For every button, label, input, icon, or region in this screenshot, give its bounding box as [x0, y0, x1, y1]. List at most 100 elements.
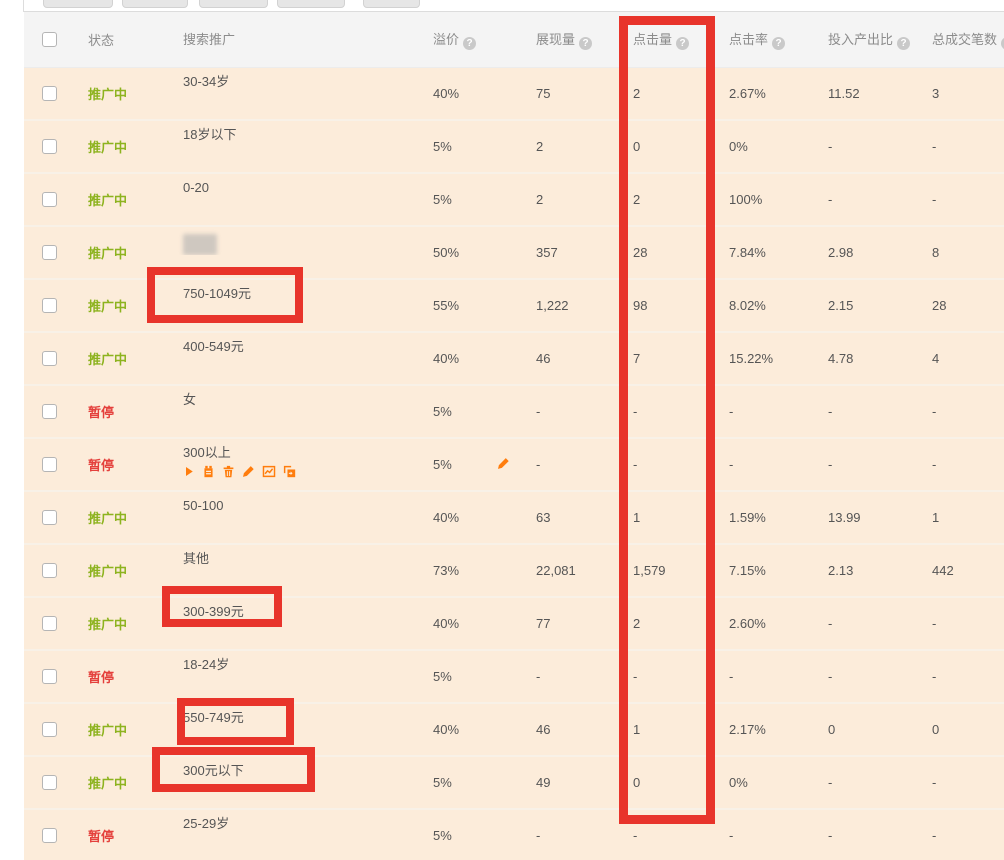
clicks-cell: 1 — [620, 510, 715, 525]
roi-cell: 13.99 — [810, 510, 920, 525]
row-checkbox[interactable] — [42, 86, 57, 101]
impressions-cell: 1,222 — [520, 298, 620, 313]
status-cell: 推广中 — [75, 137, 160, 156]
status-cell: 推广中 — [75, 349, 160, 368]
impressions-cell: 357 — [520, 245, 620, 260]
row-checkbox[interactable] — [42, 510, 57, 525]
header-promo-label: 搜索推广 — [183, 31, 236, 47]
cutoff-tab-button[interactable] — [43, 0, 113, 8]
promo-label-cell: 300-399元 — [160, 598, 420, 620]
premium-value: 55% — [433, 298, 460, 313]
status-badge: 推广中 — [88, 87, 128, 102]
orders-value: 442 — [932, 563, 954, 578]
ctr-cell: 0% — [715, 775, 810, 790]
edit-premium-pencil-icon[interactable] — [497, 457, 510, 472]
table-row: 暂停 300以上 5% - - - - - — [24, 439, 1004, 492]
play-icon[interactable] — [183, 465, 195, 478]
header-orders: 总成交笔数 — [920, 29, 1004, 50]
premium-value: 40% — [433, 722, 460, 737]
help-icon[interactable] — [772, 37, 786, 50]
clicks-cell: 1 — [620, 722, 715, 737]
premium-cell: 40% — [420, 510, 520, 525]
help-icon[interactable] — [579, 37, 593, 50]
budget-icon[interactable] — [202, 465, 215, 478]
chart-icon[interactable] — [262, 465, 276, 478]
promo-label-cell: 300元以下 — [160, 757, 420, 779]
clicks-cell: - — [620, 404, 715, 419]
status-cell: 暂停 — [75, 826, 160, 845]
cutoff-tab-button[interactable] — [363, 0, 420, 8]
cutoff-tab-button[interactable] — [199, 0, 268, 8]
premium-value: 5% — [433, 828, 452, 843]
header-ctr: 点击率 — [715, 29, 810, 50]
table-row: 推广中 50-100 40% 63 1 1.59% 13.99 1 — [24, 492, 1004, 545]
premium-cell: 50% — [420, 245, 520, 260]
status-cell: 暂停 — [75, 455, 160, 474]
select-all-checkbox[interactable] — [42, 32, 57, 47]
promo-label: 0-20 — [183, 180, 210, 195]
roi-cell: 0 — [810, 722, 920, 737]
row-checkbox[interactable] — [42, 404, 57, 419]
row-checkbox-cell — [24, 351, 75, 366]
header-roi-label: 投入产出比 — [828, 32, 894, 47]
orders-cell: - — [920, 616, 1004, 631]
copy-icon[interactable] — [283, 465, 296, 478]
row-checkbox[interactable] — [42, 351, 57, 366]
row-checkbox[interactable] — [42, 828, 57, 843]
orders-cell: 3 — [920, 86, 1004, 101]
row-checkbox[interactable] — [42, 563, 57, 578]
cutoff-tab-button[interactable] — [122, 0, 188, 8]
impressions-value: 49 — [536, 775, 551, 790]
premium-cell: 5% — [420, 669, 520, 684]
ctr-value: 1.59% — [729, 510, 766, 525]
clicks-value: 0 — [633, 775, 641, 790]
roi-value: - — [828, 616, 833, 631]
row-checkbox[interactable] — [42, 722, 57, 737]
orders-cell: - — [920, 669, 1004, 684]
row-checkbox[interactable] — [42, 457, 57, 472]
promo-label: 550-749元 — [183, 710, 244, 725]
trash-icon[interactable] — [222, 465, 235, 478]
roi-value: - — [828, 828, 833, 843]
row-checkbox[interactable] — [42, 298, 57, 313]
row-checkbox[interactable] — [42, 775, 57, 790]
row-checkbox[interactable] — [42, 139, 57, 154]
clicks-cell: 1,579 — [620, 563, 715, 578]
premium-cell: 5% — [420, 457, 520, 472]
status-cell: 推广中 — [75, 243, 160, 262]
orders-value: 3 — [932, 86, 940, 101]
orders-value: - — [932, 616, 937, 631]
table-row: 推广中 400-549元 40% 46 7 15.22% 4.78 4 — [24, 333, 1004, 386]
roi-value: - — [828, 404, 833, 419]
cutoff-tab-button[interactable] — [277, 0, 345, 8]
roi-cell: 2.98 — [810, 245, 920, 260]
status-badge: 推广中 — [88, 193, 128, 208]
impressions-cell: 49 — [520, 775, 620, 790]
ctr-value: 15.22% — [729, 351, 774, 366]
impressions-cell: 77 — [520, 616, 620, 631]
impressions-cell: 63 — [520, 510, 620, 525]
help-icon[interactable] — [1001, 37, 1004, 50]
promo-label: 300-399元 — [183, 604, 244, 619]
row-checkbox[interactable] — [42, 245, 57, 260]
premium-cell: 40% — [420, 722, 520, 737]
row-checkbox[interactable] — [42, 192, 57, 207]
promo-label-cell: 18岁以下 — [160, 121, 420, 143]
edit-icon[interactable] — [242, 465, 255, 478]
help-icon[interactable] — [897, 37, 911, 50]
clicks-cell: 98 — [620, 298, 715, 313]
row-checkbox-cell — [24, 86, 75, 101]
roi-cell: - — [810, 669, 920, 684]
orders-value: 0 — [932, 722, 940, 737]
premium-cell: 5% — [420, 192, 520, 207]
status-cell: 推广中 — [75, 773, 160, 792]
help-icon[interactable] — [463, 37, 477, 50]
header-premium-label: 溢价 — [433, 32, 460, 47]
table-row: 推广中 300元以下 5% 49 0 0% - - — [24, 757, 1004, 810]
row-checkbox[interactable] — [42, 616, 57, 631]
promo-label-cell: 25-29岁 — [160, 810, 420, 832]
row-checkbox[interactable] — [42, 669, 57, 684]
roi-cell: 4.78 — [810, 351, 920, 366]
table-row: 推广中 550-749元 40% 46 1 2.17% 0 0 — [24, 704, 1004, 757]
help-icon[interactable] — [676, 37, 690, 50]
